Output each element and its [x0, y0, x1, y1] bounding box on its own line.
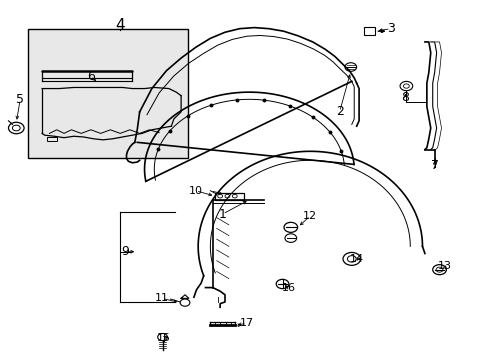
Text: 3: 3 — [386, 22, 394, 35]
Text: 13: 13 — [437, 261, 450, 271]
Text: 8: 8 — [401, 91, 408, 104]
Text: 11: 11 — [154, 293, 168, 303]
Text: 9: 9 — [121, 245, 129, 258]
Text: 7: 7 — [430, 159, 438, 172]
Text: 14: 14 — [349, 254, 363, 264]
Text: 4: 4 — [115, 18, 125, 33]
Text: 2: 2 — [335, 105, 343, 118]
Bar — [27, 30, 188, 158]
Text: 15: 15 — [157, 333, 171, 343]
Text: 12: 12 — [303, 211, 317, 221]
Bar — [215, 193, 244, 200]
Text: 6: 6 — [87, 69, 95, 82]
Text: 5: 5 — [16, 93, 24, 106]
Bar — [47, 137, 57, 141]
Bar — [363, 27, 374, 35]
Text: 1: 1 — [218, 208, 226, 221]
Text: 16: 16 — [281, 283, 295, 293]
Text: 10: 10 — [188, 186, 203, 196]
Text: 17: 17 — [240, 319, 253, 328]
